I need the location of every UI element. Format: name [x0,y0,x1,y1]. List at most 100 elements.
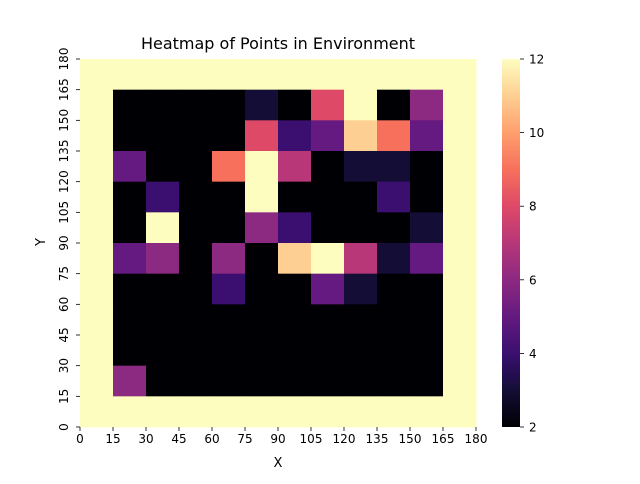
heatmap-cell [410,335,444,367]
x-tick-label: 150 [399,432,422,446]
y-tick-label: 75 [57,266,71,281]
y-axis: 0 15 30 45 60 75 90 105 120 135 150 165 180 [57,48,80,431]
heatmap-cell [410,151,444,183]
heatmap-cell [443,396,477,428]
heatmap-cell [179,89,213,121]
heatmap-cell [212,59,246,91]
heatmap-cell [212,396,246,428]
heatmap-cell [80,59,114,91]
heatmap-cell [212,89,246,121]
heatmap-cell [80,273,114,305]
y-tick-label: 135 [57,140,71,163]
heatmap-cell [344,396,378,428]
heatmap-cell [311,59,345,91]
heatmap-cell [146,304,180,336]
heatmap-cell [443,335,477,367]
heatmap-cell [311,120,345,152]
heatmap-cell [146,396,180,428]
heatmap-cell [146,181,180,213]
heatmap-cell [443,273,477,305]
heatmap-cell [146,212,180,244]
heatmap-cell [113,304,147,336]
heatmap-cell [146,151,180,183]
heatmap-cell [245,59,279,91]
heatmap-cell [410,273,444,305]
heatmap-cell [80,181,114,213]
x-tick-label: 90 [270,432,285,446]
x-tick-label: 165 [432,432,455,446]
heatmap-cell [179,365,213,397]
heatmap-cells [80,59,477,428]
x-tick-label: 105 [300,432,323,446]
heatmap-cell [212,151,246,183]
heatmap-cell [146,335,180,367]
colorbar-tick-label: 12 [529,53,544,67]
heatmap-cell [278,304,312,336]
heatmap-cell [410,243,444,275]
heatmap-cell [344,365,378,397]
chart-title: Heatmap of Points in Environment [141,34,415,53]
heatmap-cell [410,120,444,152]
heatmap-cell [113,212,147,244]
heatmap-cell [377,396,411,428]
heatmap-cell [344,181,378,213]
colorbar-tick-label: 8 [529,200,537,214]
heatmap-cell [245,365,279,397]
heatmap-cell [377,151,411,183]
heatmap-cell [80,243,114,275]
colorbar-tick-label: 2 [529,421,537,435]
x-tick-label: 0 [76,432,84,446]
heatmap-cell [443,181,477,213]
heatmap-cell [410,365,444,397]
heatmap-cell [443,59,477,91]
heatmap-cell [344,304,378,336]
heatmap-cell [179,243,213,275]
y-tick-label: 60 [57,297,71,312]
y-tick-label: 165 [57,78,71,101]
y-tick-label: 150 [57,109,71,132]
heatmap-cell [245,273,279,305]
heatmap-cell [80,365,114,397]
heatmap-cell [443,243,477,275]
heatmap-cell [410,59,444,91]
heatmap-cell [179,396,213,428]
x-axis: 0 15 30 45 60 75 90 105 120 135 150 165 180 [76,427,487,446]
x-tick-label: 180 [465,432,488,446]
colorbar-gradient [502,59,520,427]
heatmap-cell [311,89,345,121]
heatmap-cell [278,273,312,305]
heatmap-cell [311,273,345,305]
x-tick-label: 15 [105,432,120,446]
heatmap-cell [113,396,147,428]
heatmap-cell [344,212,378,244]
heatmap-cell [377,212,411,244]
x-tick-label: 75 [237,432,252,446]
colorbar-tick-label: 10 [529,126,544,140]
heatmap-cell [212,120,246,152]
heatmap-cell [410,304,444,336]
heatmap-cell [179,273,213,305]
heatmap-cell [113,120,147,152]
heatmap-cell [245,335,279,367]
heatmap-cell [443,212,477,244]
heatmap-cell [410,181,444,213]
colorbar: 2 4 6 8 10 12 [502,53,544,435]
heatmap-cell [212,365,246,397]
heatmap-cell [146,243,180,275]
heatmap-cell [146,89,180,121]
heatmap-cell [212,181,246,213]
heatmap-cell [212,212,246,244]
heatmap-cell [410,396,444,428]
heatmap-cell [377,120,411,152]
heatmap-cell [245,89,279,121]
heatmap-cell [443,120,477,152]
heatmap-cell [443,151,477,183]
heatmap-cell [179,181,213,213]
y-tick-label: 90 [57,235,71,250]
y-axis-label: Y [34,238,49,247]
heatmap-cell [113,151,147,183]
heatmap-cell [344,59,378,91]
heatmap-cell [245,151,279,183]
heatmap-cell [278,181,312,213]
